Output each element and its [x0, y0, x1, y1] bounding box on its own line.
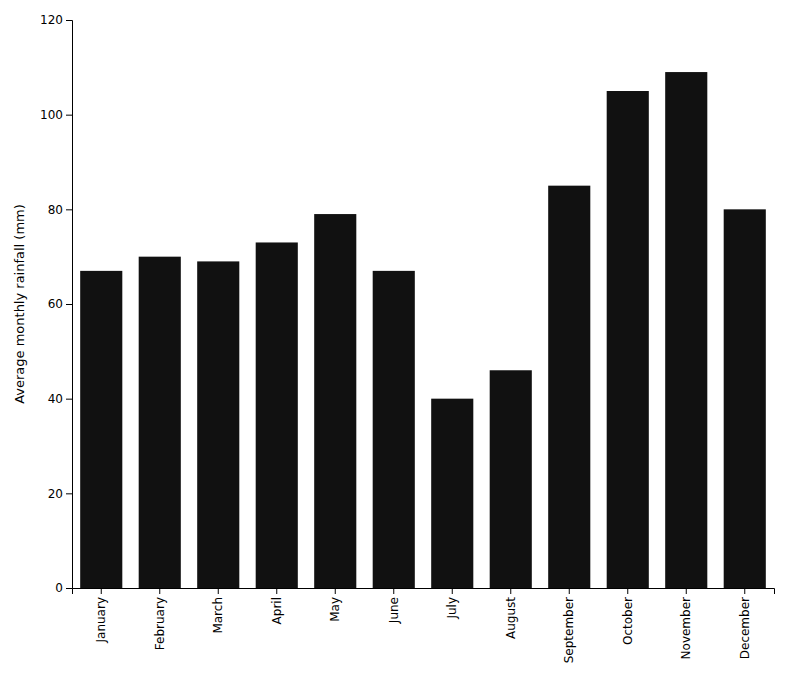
tick-label: December [738, 597, 752, 659]
tick-label: 100 [40, 108, 63, 122]
bar [490, 370, 532, 588]
bar [373, 271, 415, 588]
y-tick: 120 [40, 13, 72, 27]
axis-line [73, 589, 775, 595]
tick-label: April [270, 597, 284, 624]
tick-label: November [679, 597, 693, 659]
tick-label: July [445, 597, 459, 620]
tick-mark [66, 115, 72, 116]
tick-label: October [621, 597, 635, 645]
axis-line [66, 21, 73, 589]
x-tick: September [562, 588, 576, 663]
bar [607, 91, 649, 588]
bars [80, 72, 766, 588]
x-tick: November [679, 588, 693, 659]
x-tick: March [211, 588, 225, 634]
y-tick: 100 [40, 108, 72, 122]
tick-mark [66, 304, 72, 305]
bar [724, 209, 766, 588]
tick-label: 20 [48, 487, 63, 501]
chart-container: January February March April May June July Augu… [0, 0, 798, 688]
bar [431, 399, 473, 588]
x-tick: October [621, 588, 635, 645]
tick-mark [66, 20, 72, 21]
tick-mark [66, 209, 72, 210]
y-tick: 20 [48, 487, 72, 501]
tick-label: September [562, 597, 576, 663]
tick-label: June [387, 597, 401, 624]
x-tick: April [270, 588, 284, 624]
bar [197, 261, 239, 588]
tick-label: May [328, 597, 342, 622]
y-axis-title: Average monthly rainfall (mm) [12, 204, 27, 404]
bar [80, 271, 122, 588]
x-tick: June [387, 588, 401, 624]
tick-mark [101, 588, 102, 594]
x-tick: February [153, 588, 167, 650]
y-tick: 0 [55, 581, 72, 595]
tick-mark [744, 588, 745, 594]
bar [139, 257, 181, 588]
tick-label: March [211, 597, 225, 634]
y-tick: 60 [48, 297, 72, 311]
tick-mark [66, 588, 72, 589]
x-tick: August [504, 588, 518, 639]
tick-mark [66, 399, 72, 400]
tick-label: August [504, 597, 518, 639]
tick-mark [627, 588, 628, 594]
tick-label: 0 [55, 581, 63, 595]
tick-label: 120 [40, 13, 63, 27]
tick-mark [569, 588, 570, 594]
tick-label: 40 [48, 392, 63, 406]
tick-label: 60 [48, 297, 63, 311]
tick-mark [159, 588, 160, 594]
x-axis: January February March April May June July Augu… [73, 588, 775, 663]
chart-svg: January February March April May June July Augu… [0, 0, 798, 688]
tick-mark [686, 588, 687, 594]
x-tick: July [445, 588, 459, 620]
tick-mark [335, 588, 336, 594]
y-tick: 80 [48, 203, 72, 217]
x-tick: January [94, 588, 108, 644]
tick-mark [66, 493, 72, 494]
bar [314, 214, 356, 588]
tick-mark [218, 588, 219, 594]
tick-label: February [153, 597, 167, 650]
tick-mark [452, 588, 453, 594]
tick-label: January [94, 597, 108, 644]
tick-label: 80 [48, 203, 63, 217]
tick-mark [276, 588, 277, 594]
tick-mark [393, 588, 394, 594]
x-tick: May [328, 588, 342, 622]
plot: January February March April May June July Augu… [40, 13, 774, 663]
y-tick: 40 [48, 392, 72, 406]
x-tick: December [738, 588, 752, 659]
bar [256, 242, 298, 588]
bar [548, 186, 590, 588]
y-axis: 0 20 40 60 80 100 120 [40, 13, 72, 595]
tick-mark [510, 588, 511, 594]
bar [665, 72, 707, 588]
